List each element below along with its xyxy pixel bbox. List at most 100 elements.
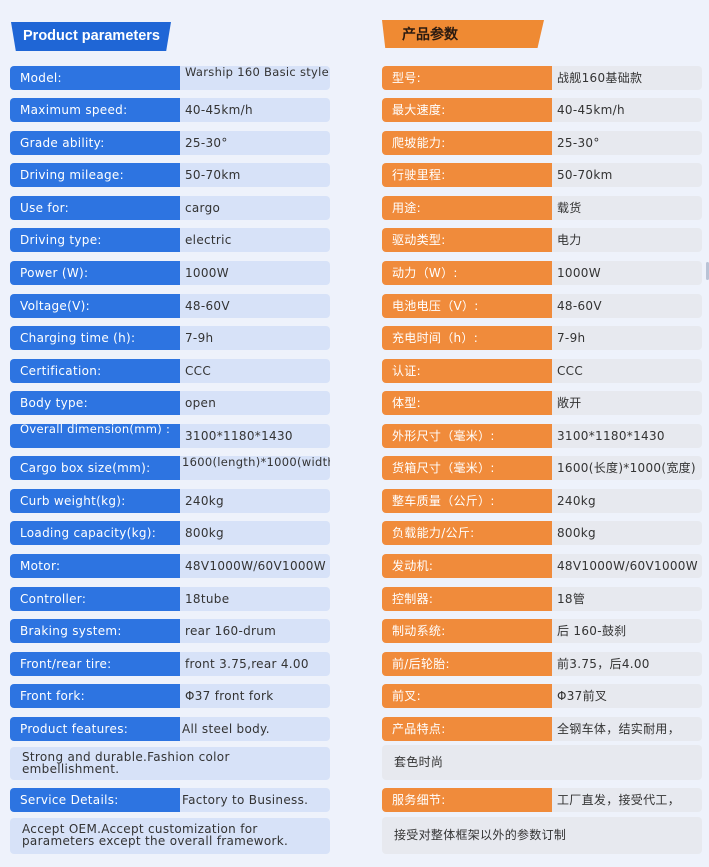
row-value: 40-45km/h [552,98,702,122]
row-value: 1600(length)*1000(width) [180,456,330,480]
parameter-row: 用途: 载货 [382,196,702,220]
row-label: Charging time (h): [10,326,180,350]
row-label: Voltage(V): [10,294,180,318]
parameter-row: 前/后轮胎: 前3.75，后4.00 [382,652,702,676]
parameter-row: Grade ability: 25-30° [10,131,330,155]
row-label: Curb weight(kg): [10,489,180,513]
row-label: Braking system: [10,619,180,643]
row-label: 充电时间（h）: [382,326,552,350]
parameter-row: 爬坡能力: 25-30° [382,131,702,155]
row-value: 3100*1180*1430 [180,424,330,448]
row-value: 40-45km/h [180,98,330,122]
parameter-row: 认证: CCC [382,359,702,383]
row-value: 战舰160基础款 [552,66,702,90]
parameter-row: Use for: cargo [10,196,330,220]
service-details-row: 服务细节: 工厂直发，接受代工， [382,788,702,812]
row-label: Grade ability: [10,131,180,155]
features-continuation: Strong and durable.Fashion color embelli… [10,747,330,780]
row-label: Body type: [10,391,180,415]
parameter-row: 制动系统: 后 160-鼓刹 [382,619,702,643]
row-label: Maximum speed: [10,98,180,122]
row-value: rear 160-drum [180,619,330,643]
row-value: 800kg [552,521,702,545]
row-label: Overall dimension(mm) : [10,424,180,448]
chinese-header: 产品参数 [382,20,544,48]
parameter-row: Maximum speed: 40-45km/h [10,98,330,122]
parameter-row: Driving type: electric [10,228,330,252]
parameter-row: Curb weight(kg): 240kg [10,489,330,513]
row-label: 货箱尺寸（毫米）: [382,456,552,480]
row-label: 产品特点: [382,717,552,741]
row-label: Loading capacity(kg): [10,521,180,545]
parameter-row: Front/rear tire: front 3.75,rear 4.00 [10,652,330,676]
row-label: Power (W): [10,261,180,285]
row-label: Cargo box size(mm): [10,456,180,480]
row-label: Use for: [10,196,180,220]
row-label: 前/后轮胎: [382,652,552,676]
row-label: Front fork: [10,684,180,708]
parameter-row: 控制器: 18管 [382,587,702,611]
parameter-row: 充电时间（h）: 7-9h [382,326,702,350]
row-value: 48V1000W/60V1000W [180,554,330,578]
parameter-row: 负载能力/公斤: 800kg [382,521,702,545]
row-label: Service Details: [10,788,180,812]
row-label: 型号: [382,66,552,90]
row-label: 体型: [382,391,552,415]
parameter-row: 最大速度: 40-45km/h [382,98,702,122]
row-value: 全钢车体，结实耐用， [552,717,702,741]
parameter-row: Driving mileage: 50-70km [10,163,330,187]
row-value: 1600(长度)*1000(宽度) [552,456,702,480]
parameter-row: 电池电压（V）: 48-60V [382,294,702,318]
row-value: 48-60V [180,294,330,318]
row-value: 48V1000W/60V1000W [552,554,702,578]
row-value: Warship 160 Basic style [180,66,330,90]
parameter-row: 产品特点: 全钢车体，结实耐用， [382,717,702,741]
row-label: Controller: [10,587,180,611]
parameter-row: 发动机: 48V1000W/60V1000W [382,554,702,578]
row-label: 最大速度: [382,98,552,122]
row-value: electric [180,228,330,252]
row-label: 外形尺寸（毫米）: [382,424,552,448]
parameter-row: Loading capacity(kg): 800kg [10,521,330,545]
parameter-row: Model: Warship 160 Basic style [10,66,330,90]
parameter-row: Certification: CCC [10,359,330,383]
parameter-row: Cargo box size(mm): 1600(length)*1000(wid… [10,456,330,480]
row-value: 50-70km [180,163,330,187]
row-value: Φ37前叉 [552,684,702,708]
parameter-row: Charging time (h): 7-9h [10,326,330,350]
row-label: 整车质量（公斤）: [382,489,552,513]
row-value: 7-9h [180,326,330,350]
row-value: 240kg [552,489,702,513]
row-value: All steel body. [180,717,330,741]
row-value: 25-30° [180,131,330,155]
parameter-row: Overall dimension(mm) :3100*1180*1430 [10,424,330,448]
row-value: front 3.75,rear 4.00 [180,652,330,676]
row-value: 18管 [552,587,702,611]
row-value: 1000W [552,261,702,285]
parameter-row: Controller: 18tube [10,587,330,611]
row-value: 50-70km [552,163,702,187]
row-value: CCC [180,359,330,383]
row-value: 前3.75，后4.00 [552,652,702,676]
row-value: 48-60V [552,294,702,318]
row-value: 7-9h [552,326,702,350]
parameter-row: 外形尺寸（毫米）: 3100*1180*1430 [382,424,702,448]
parameter-row: Power (W): 1000W [10,261,330,285]
row-value: 240kg [180,489,330,513]
row-label: Front/rear tire: [10,652,180,676]
row-label: Product features: [10,717,180,741]
row-label: 负载能力/公斤: [382,521,552,545]
row-value: Φ37 front fork [180,684,330,708]
row-label: Motor: [10,554,180,578]
row-label: 认证: [382,359,552,383]
row-value: 电力 [552,228,702,252]
parameter-row: Front fork: Φ37 front fork [10,684,330,708]
parameter-row: Body type: open [10,391,330,415]
row-label: Certification: [10,359,180,383]
row-label: 用途: [382,196,552,220]
row-label: 发动机: [382,554,552,578]
service-continuation: Accept OEM.Accept customization for para… [10,818,330,854]
service-details-row: Service Details: Factory to Business. [10,788,330,812]
row-label: Driving type: [10,228,180,252]
parameter-row: 型号: 战舰160基础款 [382,66,702,90]
